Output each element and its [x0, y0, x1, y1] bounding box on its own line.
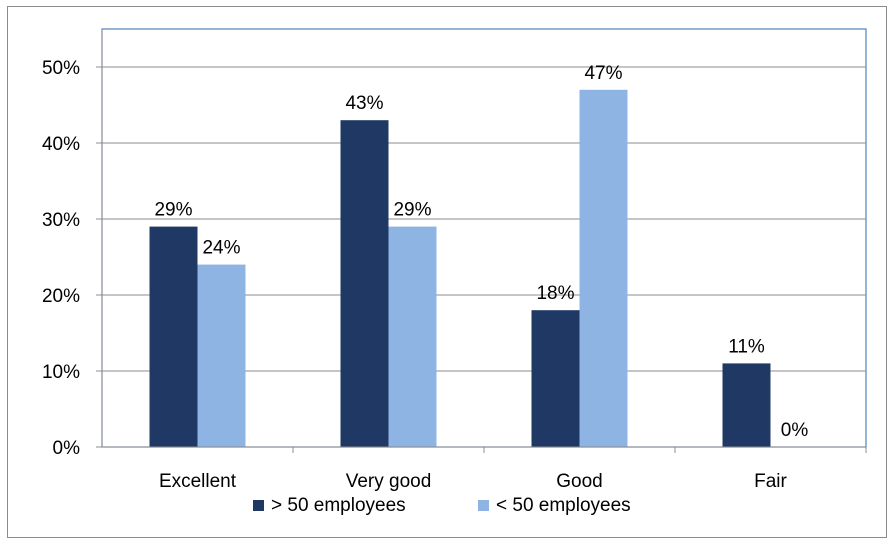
data-label-series-1: 18% — [536, 283, 574, 304]
axes: 0% 10% 20% 30% 40% 50% Excellent Very good Good F… — [42, 29, 867, 492]
x-tick-label: Excellent — [159, 471, 237, 492]
y-tick-label: 40% — [42, 134, 80, 155]
data-label-series-2: 24% — [202, 238, 240, 259]
bars — [149, 89, 771, 448]
y-tick-label: 10% — [42, 362, 80, 383]
data-label-series-2: 47% — [584, 63, 622, 84]
x-tick-label: Fair — [754, 471, 787, 492]
legend-label-series-1: > 50 employees — [271, 495, 406, 516]
x-tick-label: Good — [556, 471, 602, 492]
data-label-series-2: 29% — [393, 200, 431, 221]
data-labels: 29% 24% 43% 29% 18% 47% 11% 0% — [154, 63, 808, 441]
bar-series-2 — [579, 89, 628, 448]
bar-series-1 — [340, 120, 389, 447]
data-label-series-1: 11% — [728, 336, 765, 357]
bar-series-1 — [531, 310, 580, 447]
bar-series-1 — [722, 363, 771, 447]
bar-series-2 — [388, 226, 437, 447]
bar-series-1 — [149, 226, 198, 447]
data-label-series-1: 43% — [345, 93, 383, 114]
legend-swatch-series-2 — [478, 500, 489, 511]
y-tick-label: 0% — [53, 438, 81, 459]
legend-swatch-series-1 — [253, 500, 264, 511]
y-tick-label: 30% — [42, 210, 80, 231]
bar-series-2 — [197, 264, 246, 447]
data-label-series-2: 0% — [781, 420, 809, 441]
legend: > 50 employees < 50 employees — [253, 495, 631, 516]
legend-label-series-2: < 50 employees — [496, 495, 631, 516]
x-tick-label: Very good — [346, 471, 432, 492]
data-label-series-1: 29% — [154, 200, 192, 221]
y-tick-label: 50% — [42, 58, 80, 79]
y-tick-label: 20% — [42, 286, 80, 307]
